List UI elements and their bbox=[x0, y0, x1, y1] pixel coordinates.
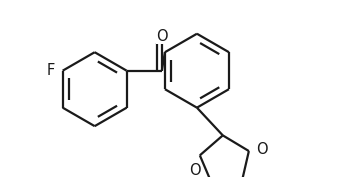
Text: O: O bbox=[189, 163, 201, 178]
Text: O: O bbox=[156, 29, 168, 43]
Text: O: O bbox=[256, 142, 268, 157]
Text: F: F bbox=[47, 63, 55, 78]
